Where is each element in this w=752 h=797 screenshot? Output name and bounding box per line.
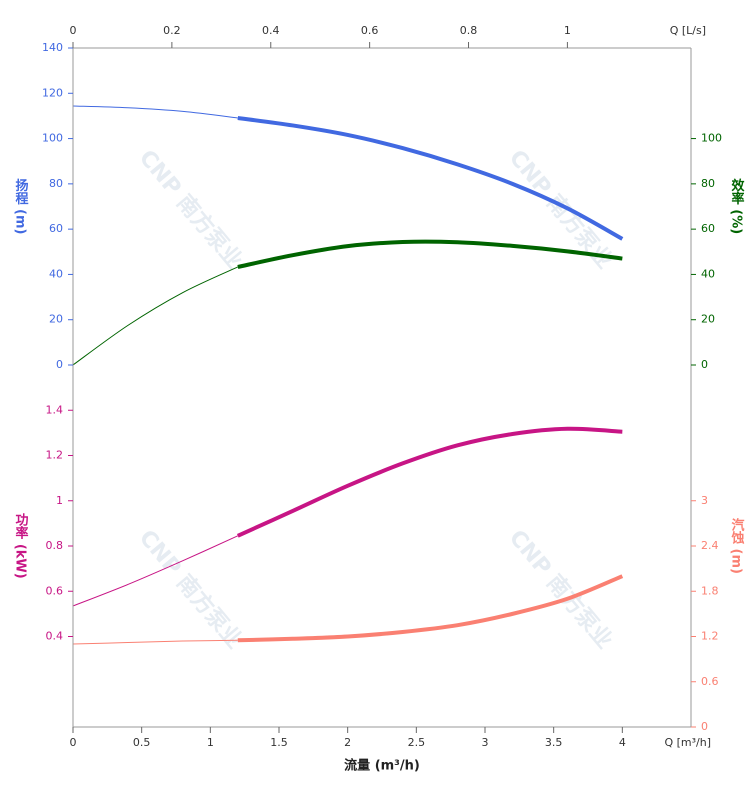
curve-operating bbox=[237, 239, 623, 269]
x-tick-label: 3 bbox=[482, 736, 489, 749]
x2-unit: Q [L/s] bbox=[670, 24, 706, 37]
y2-tick-label: 80 bbox=[701, 177, 715, 190]
x-tick-label: 1.5 bbox=[270, 736, 288, 749]
y-tick-label: 20 bbox=[49, 313, 63, 326]
y-tick-label: 0.4 bbox=[46, 630, 64, 643]
x-tick-label: 2.5 bbox=[408, 736, 426, 749]
y2-tick-label: 0 bbox=[701, 720, 708, 733]
y2-tick-label: 1.8 bbox=[701, 584, 719, 597]
y-tick-label: 60 bbox=[49, 222, 63, 235]
y-tick-label: 140 bbox=[42, 41, 63, 54]
y2-axis-title: 汽蚀 (m) bbox=[729, 517, 746, 574]
x-tick-label: 0 bbox=[70, 736, 77, 749]
x-tick-label: 0.5 bbox=[133, 736, 151, 749]
y2-tick-label: 40 bbox=[701, 267, 715, 280]
y2-tick-label: 20 bbox=[701, 313, 715, 326]
x-unit: Q [m³/h] bbox=[664, 736, 711, 749]
y-tick-label: 1.2 bbox=[46, 449, 64, 462]
curve-operating bbox=[237, 115, 624, 241]
y-tick-label: 120 bbox=[42, 86, 63, 99]
y-tick-label: 0 bbox=[56, 358, 63, 371]
curve-extended bbox=[72, 639, 238, 645]
curve-extended bbox=[72, 105, 238, 119]
curve-operating bbox=[236, 426, 623, 538]
y2-tick-label: 1.2 bbox=[701, 630, 719, 643]
x2-tick-label: 0.2 bbox=[163, 24, 181, 37]
x2-tick-label: 0 bbox=[70, 24, 77, 37]
x-tick-label: 1 bbox=[207, 736, 214, 749]
y-tick-label: 0.8 bbox=[46, 539, 64, 552]
y2-tick-label: 0.6 bbox=[701, 675, 719, 688]
y2-tick-label: 60 bbox=[701, 222, 715, 235]
x2-tick-label: 0.6 bbox=[361, 24, 379, 37]
y-tick-label: 80 bbox=[49, 177, 63, 190]
y-tick-label: 100 bbox=[42, 132, 63, 145]
y-tick-label: 0.6 bbox=[46, 584, 64, 597]
y2-tick-label: 3 bbox=[701, 494, 708, 507]
x-tick-label: 3.5 bbox=[545, 736, 563, 749]
curve-extended bbox=[72, 266, 239, 366]
x2-tick-label: 1 bbox=[564, 24, 571, 37]
y2-axis-title: 效率 (%) bbox=[729, 178, 745, 234]
x-tick-label: 2 bbox=[344, 736, 351, 749]
x-axis-title: 流量 (m³/h) bbox=[344, 758, 420, 774]
y2-tick-label: 0 bbox=[701, 358, 708, 371]
y-tick-label: 40 bbox=[49, 267, 63, 280]
x2-tick-label: 0.8 bbox=[460, 24, 478, 37]
y-axis-title: 扬程 (m) bbox=[13, 178, 29, 235]
y2-tick-label: 100 bbox=[701, 132, 722, 145]
y-tick-label: 1 bbox=[56, 494, 63, 507]
curve-operating bbox=[237, 574, 624, 643]
plot-area bbox=[73, 48, 691, 727]
curve-extended bbox=[72, 535, 239, 607]
y2-tick-label: 2.4 bbox=[701, 539, 719, 552]
y-axis-title: 功率 (kW) bbox=[13, 513, 29, 578]
x-tick-label: 4 bbox=[619, 736, 626, 749]
y-tick-label: 1.4 bbox=[46, 403, 64, 416]
x2-tick-label: 0.4 bbox=[262, 24, 280, 37]
